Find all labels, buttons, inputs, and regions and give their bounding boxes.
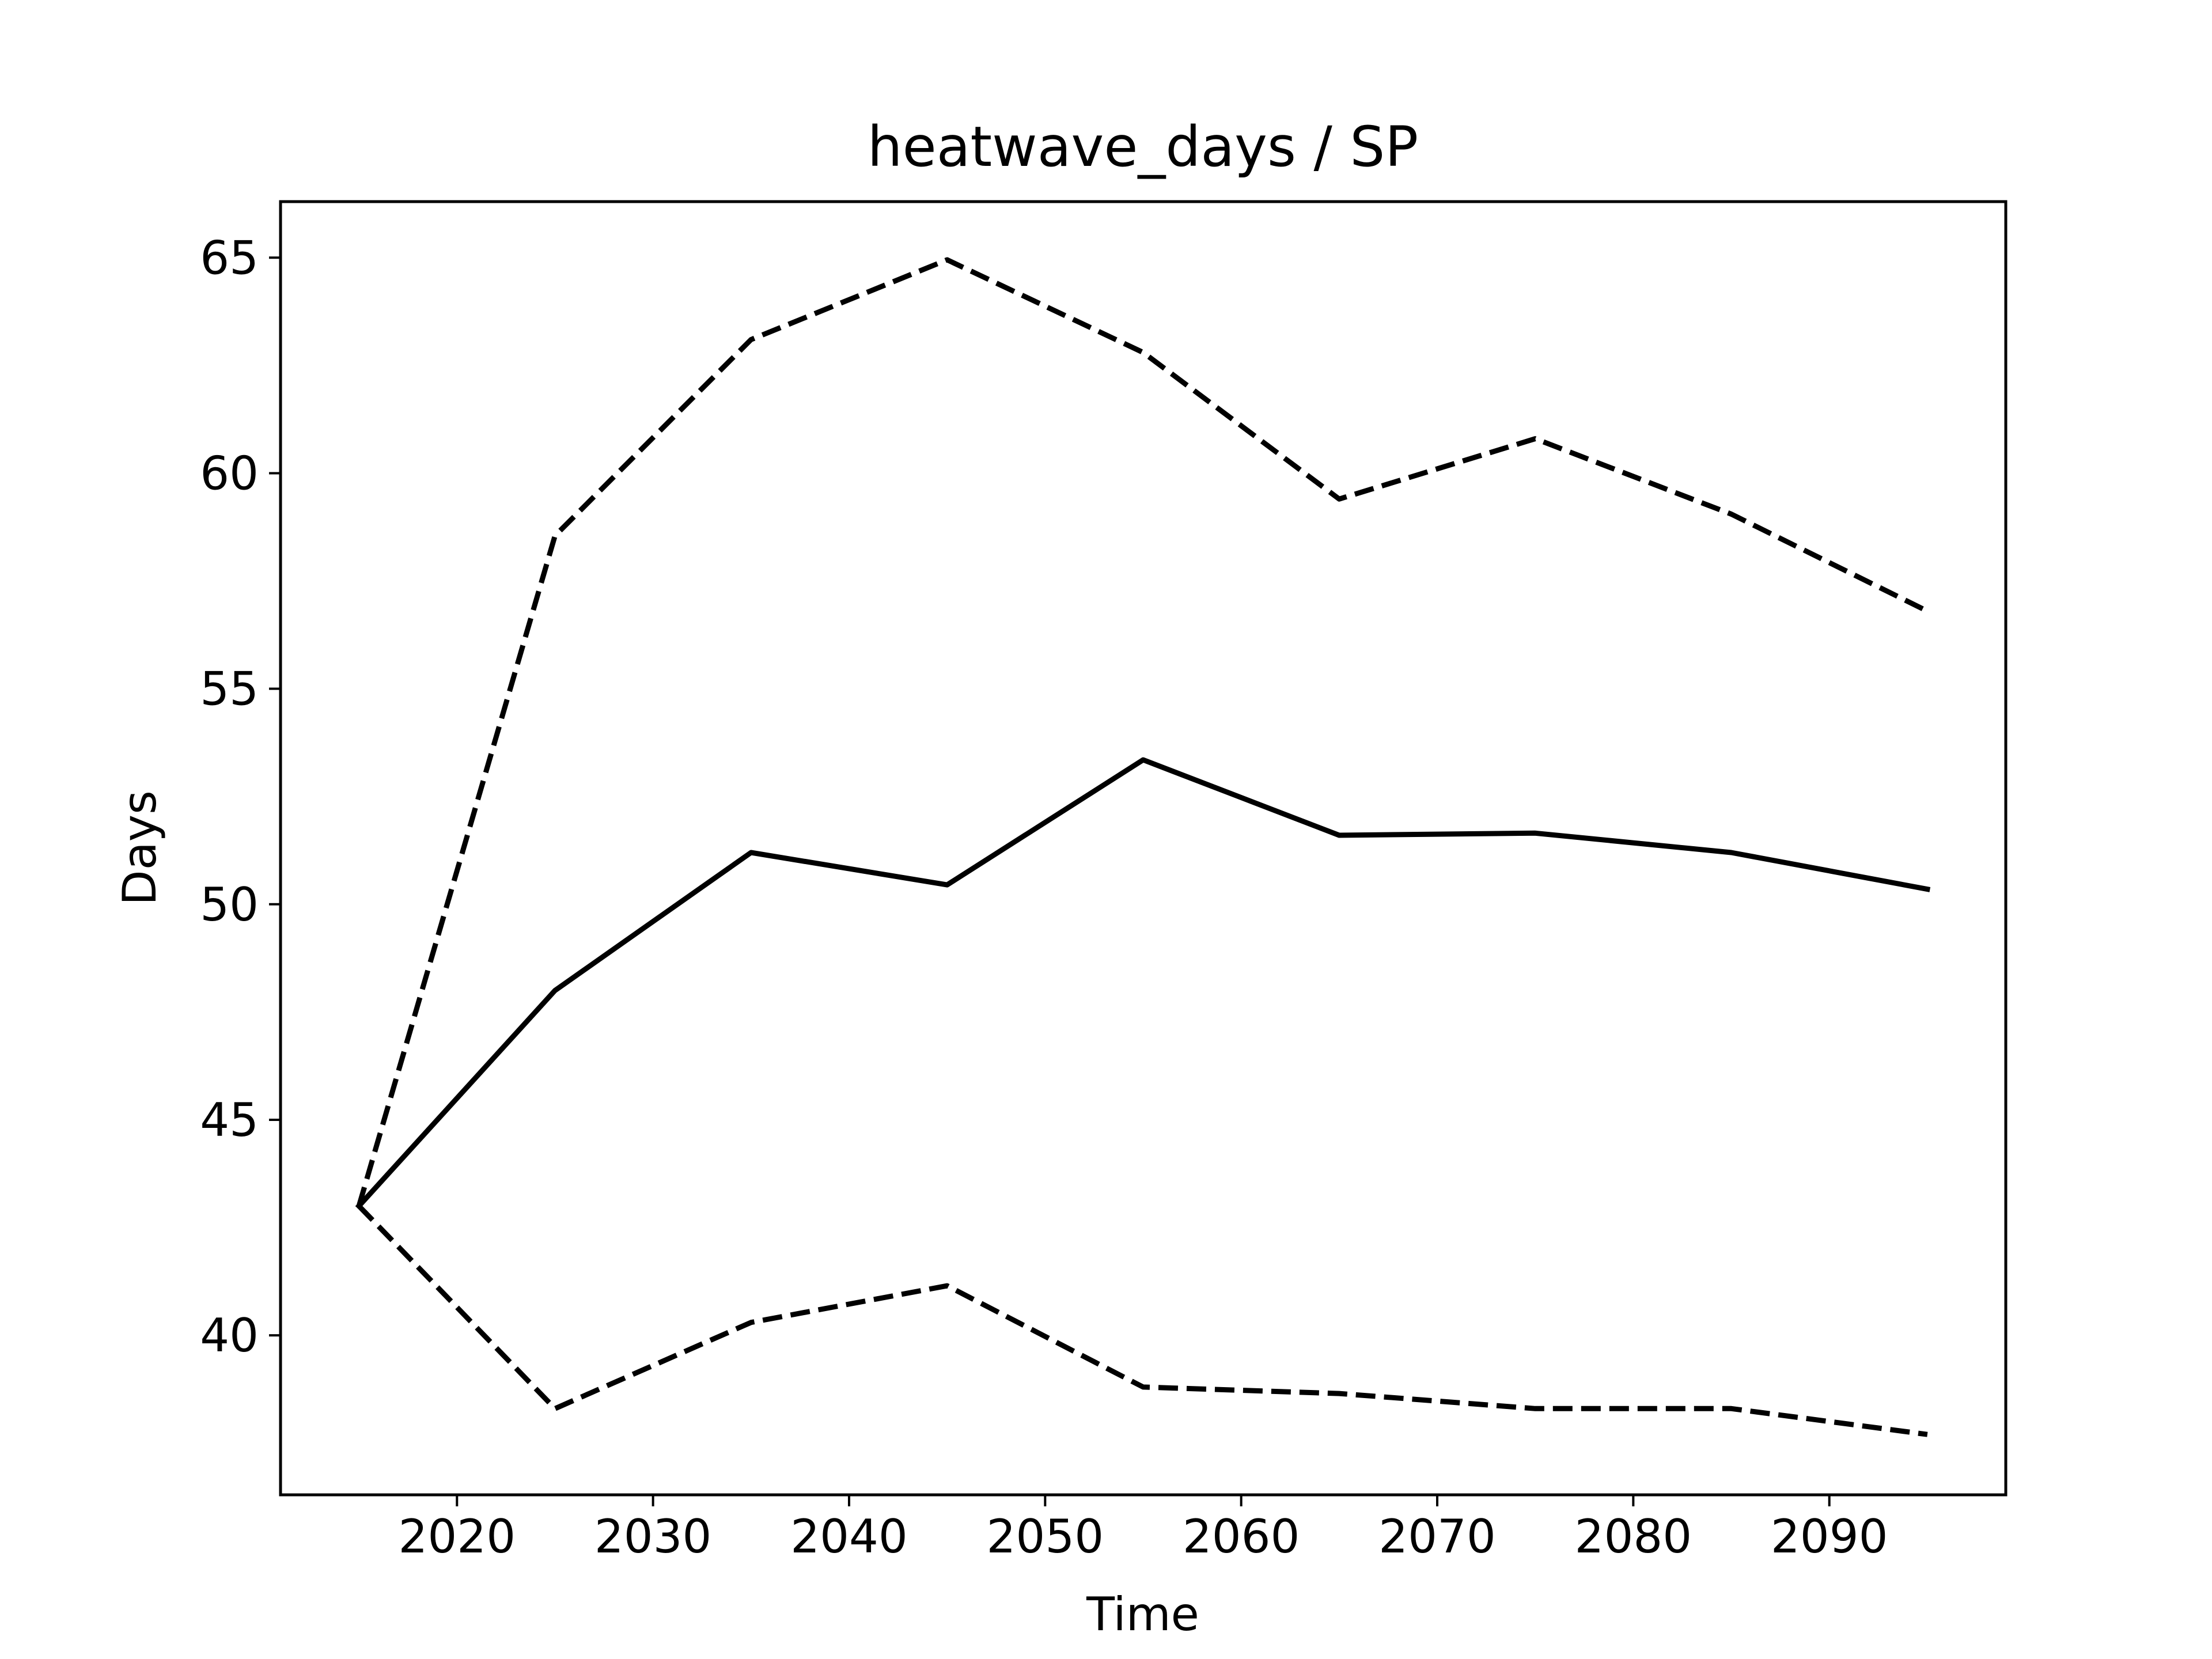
- x-tick-label: 2020: [399, 1510, 516, 1563]
- x-tick-label: 2030: [594, 1510, 712, 1563]
- x-axis-label: Time: [1086, 1588, 1199, 1641]
- y-tick-label: 65: [200, 231, 259, 285]
- chart-title: heatwave_days / SP: [868, 115, 1418, 179]
- x-tick-label: 2070: [1378, 1510, 1496, 1563]
- series-line-2: [356, 257, 1929, 1207]
- series-line-1: [355, 757, 1931, 1210]
- x-axis: 2020 2030 2040 2050 2060 2070 2080 2090: [399, 1495, 1888, 1563]
- y-tick-label: 45: [200, 1093, 259, 1147]
- x-tick-label: 2060: [1183, 1510, 1300, 1563]
- y-tick-label: 55: [200, 662, 259, 716]
- y-tick-label: 50: [200, 878, 259, 931]
- y-tick-label: 40: [200, 1309, 259, 1362]
- x-tick-label: 2050: [987, 1510, 1104, 1563]
- x-tick-label: 2040: [790, 1510, 908, 1563]
- series-line-3: [357, 1204, 1928, 1437]
- series-lines: [355, 257, 1931, 1437]
- y-axis-label: Days: [113, 790, 166, 906]
- x-tick-label: 2090: [1771, 1510, 1888, 1563]
- x-tick-label: 2080: [1575, 1510, 1692, 1563]
- y-tick-label: 60: [200, 446, 259, 500]
- plot-frame: [279, 200, 2008, 1497]
- y-axis: 40 45 50 55 60 65: [200, 231, 281, 1362]
